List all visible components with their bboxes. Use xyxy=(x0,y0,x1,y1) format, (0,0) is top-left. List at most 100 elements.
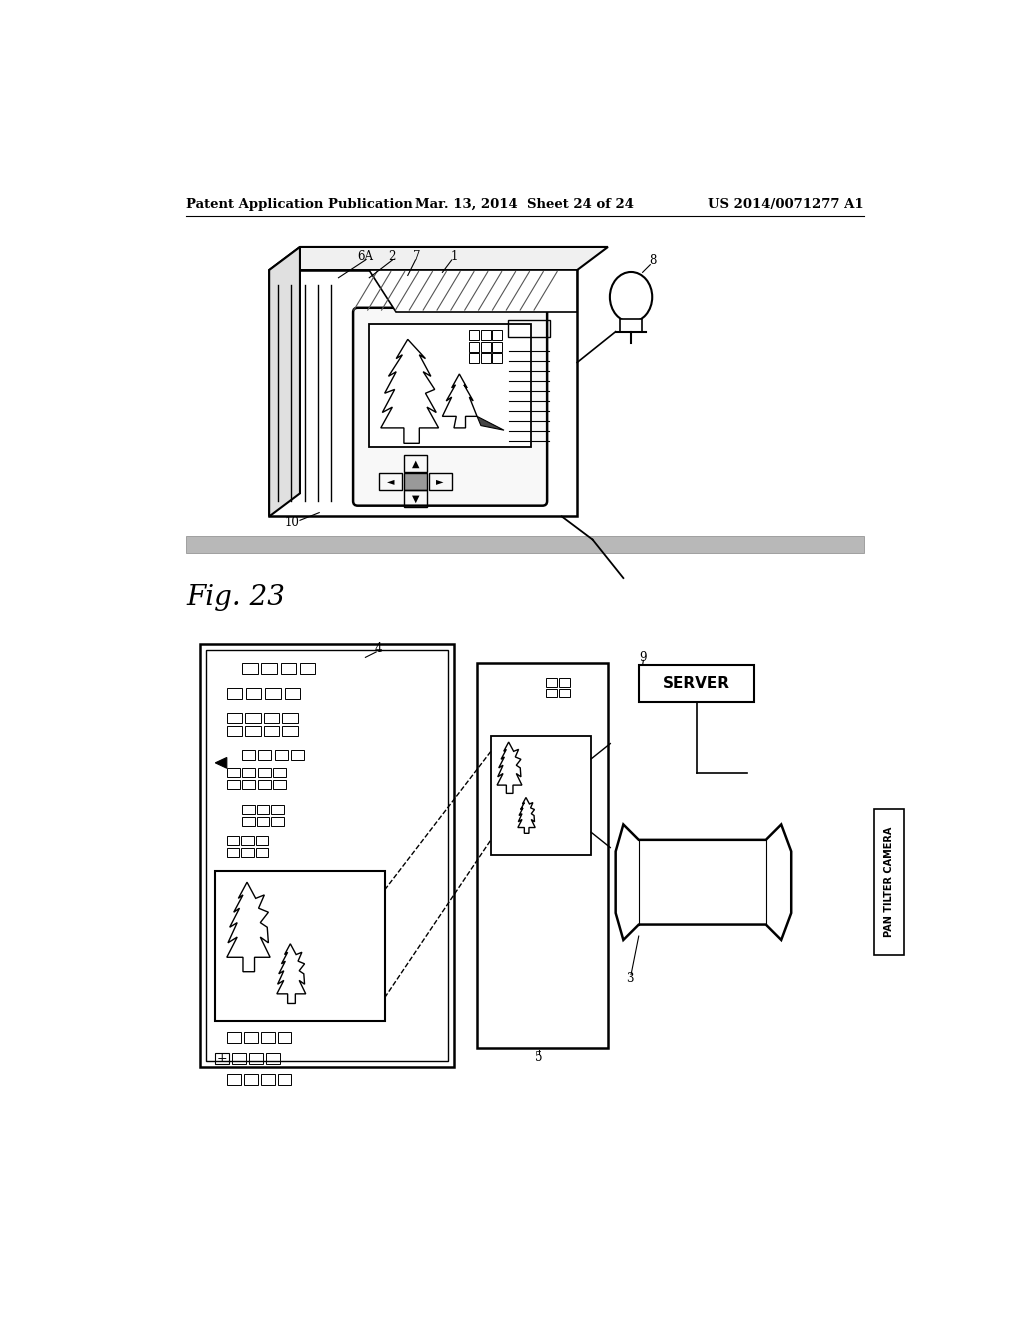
Text: Fig. 23: Fig. 23 xyxy=(186,583,285,611)
Bar xyxy=(232,1053,246,1064)
Bar xyxy=(246,688,261,700)
Text: 2: 2 xyxy=(389,249,396,263)
Bar xyxy=(403,490,427,507)
Bar xyxy=(273,780,286,789)
Text: PAN TILTER CAMERA: PAN TILTER CAMERA xyxy=(884,828,894,937)
Ellipse shape xyxy=(668,857,749,908)
Text: ►: ► xyxy=(436,477,443,486)
Text: 5: 5 xyxy=(535,1051,543,1064)
Bar xyxy=(285,688,300,700)
Bar xyxy=(265,688,281,700)
Bar xyxy=(226,1074,241,1085)
Bar xyxy=(493,354,503,363)
Text: 6A: 6A xyxy=(357,249,374,263)
Bar xyxy=(246,713,261,723)
Bar xyxy=(226,780,240,789)
Bar xyxy=(481,354,490,363)
Bar xyxy=(403,473,427,490)
Text: US 2014/0071277 A1: US 2014/0071277 A1 xyxy=(708,198,863,211)
Ellipse shape xyxy=(610,272,652,322)
Bar xyxy=(264,713,280,723)
Text: ▼: ▼ xyxy=(412,494,419,504)
Bar xyxy=(200,644,454,1067)
Polygon shape xyxy=(477,416,504,430)
Bar xyxy=(547,689,557,697)
Bar xyxy=(508,321,550,337)
Bar xyxy=(490,737,591,855)
Bar xyxy=(264,726,280,737)
Text: +: + xyxy=(217,1052,227,1065)
Bar xyxy=(278,1074,292,1085)
Bar xyxy=(256,847,268,857)
Bar xyxy=(256,836,268,845)
Text: 10: 10 xyxy=(285,516,300,529)
Text: SERVER: SERVER xyxy=(663,676,730,692)
FancyBboxPatch shape xyxy=(353,308,547,506)
Bar xyxy=(278,1032,292,1043)
Bar xyxy=(493,342,503,351)
Bar xyxy=(261,1032,274,1043)
Bar xyxy=(379,473,402,490)
Text: 1: 1 xyxy=(451,249,458,263)
Bar xyxy=(242,847,254,857)
Bar xyxy=(370,323,531,447)
Polygon shape xyxy=(615,825,792,940)
Bar xyxy=(269,271,578,516)
Bar xyxy=(477,663,608,1048)
Bar xyxy=(271,805,284,814)
Polygon shape xyxy=(370,271,578,313)
Bar xyxy=(469,354,479,363)
Bar xyxy=(246,726,261,737)
Bar xyxy=(481,342,490,351)
Bar xyxy=(281,663,296,673)
Bar xyxy=(291,750,304,760)
Polygon shape xyxy=(215,758,226,768)
Bar xyxy=(469,342,479,351)
Bar xyxy=(249,1053,263,1064)
Bar xyxy=(243,817,255,826)
Ellipse shape xyxy=(654,847,762,917)
Bar xyxy=(481,330,490,341)
Bar xyxy=(206,649,447,1061)
Bar xyxy=(403,455,427,471)
Bar xyxy=(243,780,255,789)
Ellipse shape xyxy=(692,873,724,892)
Text: 8: 8 xyxy=(649,255,656,268)
Bar xyxy=(266,1053,280,1064)
Bar xyxy=(274,750,288,760)
Bar xyxy=(559,678,570,686)
Bar xyxy=(226,836,240,845)
Bar xyxy=(493,330,503,341)
Text: 4: 4 xyxy=(375,643,382,656)
Bar xyxy=(244,1074,258,1085)
Bar xyxy=(243,750,255,760)
Bar xyxy=(226,1032,241,1043)
Bar xyxy=(243,768,255,777)
Polygon shape xyxy=(269,247,608,271)
Bar xyxy=(429,473,452,490)
Bar xyxy=(283,713,298,723)
Bar xyxy=(559,689,570,697)
Text: 7: 7 xyxy=(414,249,421,263)
Bar xyxy=(261,663,276,673)
Bar xyxy=(261,1074,274,1085)
Bar xyxy=(258,780,270,789)
Bar xyxy=(469,330,479,341)
Text: 3: 3 xyxy=(626,972,633,985)
Bar xyxy=(243,663,258,673)
Bar xyxy=(244,1032,258,1043)
Bar xyxy=(300,663,315,673)
Polygon shape xyxy=(269,247,300,516)
Text: ◄: ◄ xyxy=(387,477,394,486)
Bar xyxy=(273,768,286,777)
Bar xyxy=(258,768,270,777)
Bar xyxy=(215,871,385,1020)
Bar xyxy=(226,768,240,777)
Bar xyxy=(226,688,243,700)
Bar xyxy=(226,726,243,737)
Bar xyxy=(242,836,254,845)
Bar xyxy=(258,750,271,760)
Bar xyxy=(257,817,269,826)
Bar xyxy=(243,805,255,814)
Text: 9: 9 xyxy=(640,651,647,664)
